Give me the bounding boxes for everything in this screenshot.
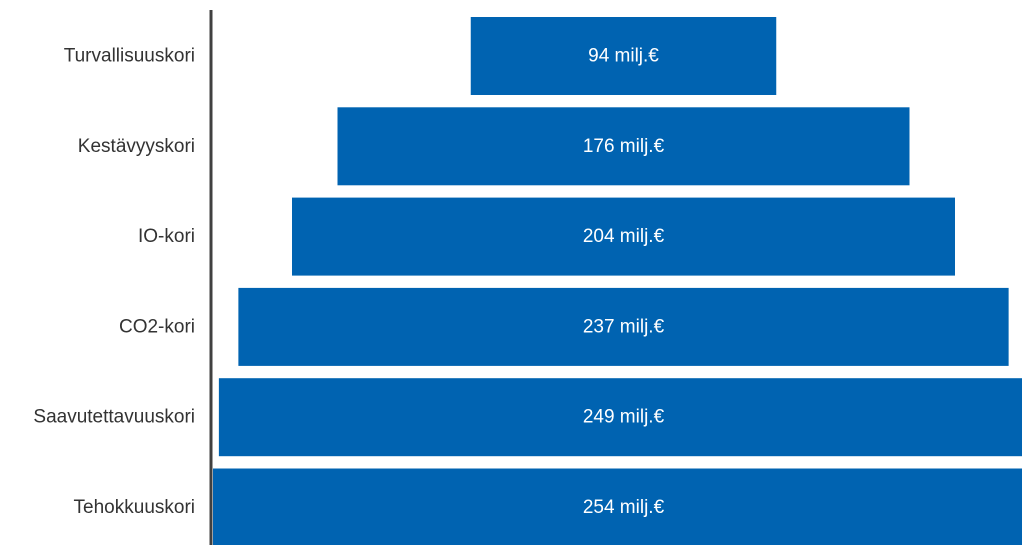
category-label: Turvallisuuskori: [64, 46, 195, 67]
value-label: 176 milj.€: [583, 136, 665, 157]
category-label: CO2-kori: [119, 316, 195, 337]
value-label: 249 milj.€: [583, 407, 665, 428]
category-label: Kestävyyskori: [78, 136, 195, 157]
category-label: Saavutettavuuskori: [33, 407, 195, 428]
bar-turvallisuuskori: [470, 17, 777, 95]
value-label: 204 milj.€: [583, 226, 665, 247]
bar-tehokkuuskori: [213, 468, 1022, 545]
value-label: 237 milj.€: [583, 316, 665, 337]
bar-kest-vyyskori: [337, 107, 910, 186]
bar-io-kori: [292, 197, 955, 276]
value-label: 254 milj.€: [583, 497, 665, 518]
bars-group: 94 milj.€ Turvallisuuskori 176 milj.€ Kestä…: [33, 17, 1022, 545]
value-label: 94 milj.€: [588, 46, 659, 67]
bar-co2-kori: [238, 287, 1009, 366]
bar-saavutettavuuskori: [218, 378, 1022, 457]
category-label: Tehokkuuskori: [74, 497, 195, 518]
category-label: IO-kori: [138, 226, 195, 247]
